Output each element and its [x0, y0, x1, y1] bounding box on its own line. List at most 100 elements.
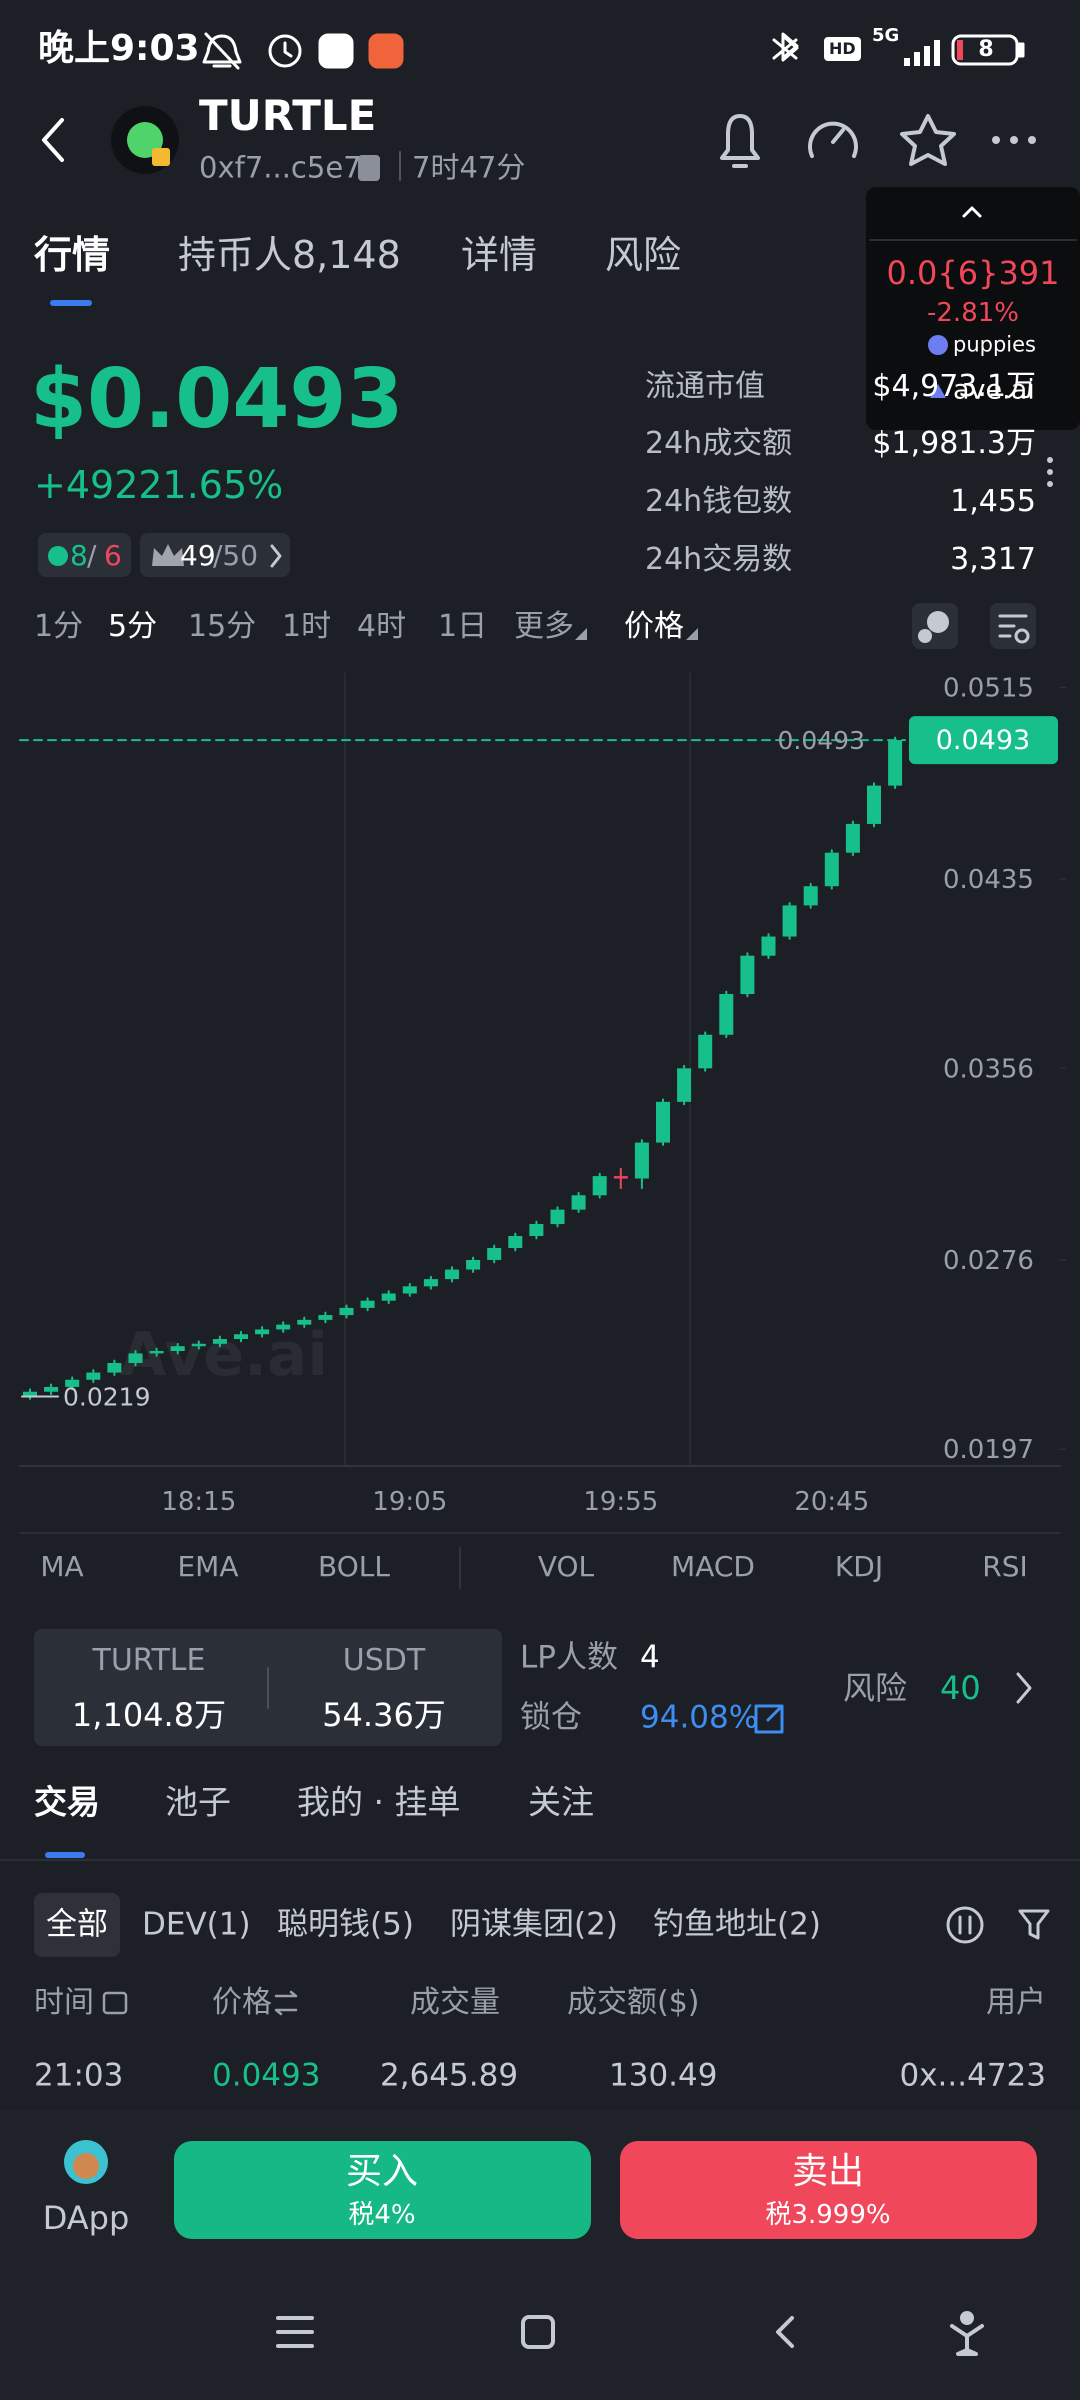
copy-icon[interactable] — [358, 155, 380, 181]
candle-body — [613, 1176, 628, 1179]
badge-bad: 6 — [104, 539, 122, 572]
trade-tab[interactable]: 关注 — [528, 1782, 594, 1822]
side-dots — [1047, 457, 1053, 487]
gauge-icon[interactable] — [808, 121, 858, 158]
swap-icon[interactable] — [274, 1990, 298, 2016]
pause-icon[interactable] — [946, 1906, 984, 1944]
watermark: Ave.ai — [120, 1320, 328, 1390]
price-tag-label: 0.0493 — [936, 725, 1030, 756]
filter-chip[interactable]: 全部 — [46, 1906, 108, 1943]
timeframe[interactable]: 4时 — [357, 609, 407, 644]
signal-bars — [904, 40, 940, 66]
popup-price: 0.0{6}391 — [886, 254, 1060, 292]
timeframe[interactable]: 1分 — [34, 609, 84, 644]
timeframe[interactable]: 1时 — [282, 609, 332, 644]
indicator-tab[interactable]: BOLL — [318, 1550, 390, 1583]
indicator-tab[interactable]: KDJ — [834, 1550, 884, 1583]
trade-tab[interactable]: 交易 — [34, 1782, 100, 1822]
candle-body — [888, 740, 903, 786]
candle-body — [191, 1343, 206, 1347]
candle-body — [571, 1195, 586, 1210]
indicator-tab[interactable]: EMA — [177, 1550, 239, 1583]
nav-back[interactable] — [776, 2316, 794, 2348]
filter-chip[interactable]: DEV(1) — [142, 1906, 251, 1943]
trade-tab[interactable]: 池子 — [165, 1782, 231, 1822]
badge-good: 8 — [70, 539, 88, 572]
badge-rank: 49 — [180, 539, 216, 572]
filter-icon[interactable] — [1018, 1909, 1050, 1940]
lock-label: 锁仓 — [520, 1699, 582, 1736]
candle-body — [508, 1236, 523, 1248]
y-tick-label: 0.0515 — [943, 673, 1034, 703]
candle-body — [740, 955, 755, 995]
y-tick-label: 0.0435 — [943, 865, 1034, 895]
link-icon[interactable] — [754, 1704, 784, 1734]
bell-icon[interactable] — [720, 114, 760, 168]
pool-token: USDT — [342, 1643, 426, 1678]
tab[interactable]: 持币人8,148 — [178, 233, 401, 277]
collapse-icon[interactable] — [962, 206, 982, 218]
candle-body — [212, 1339, 227, 1344]
candle-body — [529, 1224, 544, 1237]
buy-button[interactable] — [174, 2141, 591, 2239]
stat-value: $1,981.3万 — [872, 426, 1036, 461]
sell-label[interactable]: 卖出 — [791, 2151, 865, 2192]
plot: Ave.ai 0.0515 0.0435 0.0356 0.0276 0.0197 18:1… — [19, 673, 1067, 1517]
nav-assist[interactable] — [950, 2324, 984, 2356]
calendar-icon[interactable] — [102, 1991, 128, 2015]
token-address[interactable]: 0xf7...c5e7 — [199, 150, 362, 185]
back-icon[interactable] — [42, 118, 64, 162]
header-icons — [720, 114, 956, 168]
timeframe[interactable]: 更多 — [514, 609, 574, 644]
trade-tab[interactable]: 我的 · 挂单 — [297, 1782, 461, 1822]
timeframe[interactable]: 价格 — [624, 609, 684, 644]
token-symbol: TURTLE — [199, 91, 377, 140]
filter-chip[interactable]: 阴谋集团(2) — [450, 1906, 618, 1943]
candle-body — [107, 1362, 122, 1373]
table-header: 用户 — [986, 1985, 1046, 2020]
nav-menu[interactable] — [276, 2316, 314, 2348]
candle-body — [845, 823, 860, 853]
sell-button[interactable] — [620, 2141, 1037, 2239]
buy-tax[interactable]: 税4% — [348, 2200, 416, 2230]
table-cell: 0.0493 — [212, 2057, 321, 2094]
candle-body — [782, 905, 797, 937]
filter-chip[interactable]: 聪明钱(5) — [277, 1906, 414, 1943]
star-icon[interactable] — [900, 114, 956, 166]
tab[interactable]: 详情 — [461, 233, 538, 277]
candle-body — [634, 1142, 649, 1179]
badge-rank-total: /50 — [213, 539, 259, 572]
badge-bg — [38, 533, 131, 577]
candle-body — [466, 1259, 481, 1270]
chevron — [270, 544, 282, 568]
candle-body — [656, 1101, 670, 1143]
candle-body — [487, 1247, 502, 1260]
indicator-tab[interactable]: RSI — [982, 1550, 1028, 1583]
timeframe[interactable]: 1日 — [438, 609, 488, 644]
candle-body — [381, 1293, 396, 1301]
candle-body — [677, 1068, 692, 1102]
indicator-tab[interactable]: MA — [40, 1550, 84, 1583]
buy-label[interactable]: 买入 — [345, 2151, 419, 2192]
indicator-tab[interactable]: MACD — [671, 1550, 755, 1583]
indicator-tab[interactable]: VOL — [537, 1550, 595, 1583]
x-tick-label: 20:45 — [794, 1487, 869, 1517]
tab[interactable]: 行情 — [34, 233, 111, 277]
timeframe[interactable]: 15分 — [188, 609, 257, 644]
filter-chip[interactable]: 钓鱼地址(2) — [653, 1906, 821, 1943]
nav-home[interactable] — [521, 2315, 555, 2349]
tab[interactable]: 风险 — [605, 233, 682, 277]
popup-change: -2.81% — [927, 298, 1019, 328]
y-tick-label: 0.0276 — [943, 1246, 1034, 1276]
more-icon[interactable] — [992, 136, 1036, 144]
tab-indicator — [50, 300, 92, 306]
lock-value[interactable]: 94.08% — [640, 1699, 759, 1736]
dapp-label[interactable]: DApp — [42, 2199, 130, 2237]
sell-tax[interactable]: 税3.999% — [765, 2200, 891, 2230]
price-tag — [909, 716, 1058, 765]
timeframe[interactable]: 5分 — [108, 609, 158, 644]
chevron[interactable] — [1016, 1672, 1032, 1704]
y-tick-label: 0.0197 — [943, 1435, 1034, 1465]
token-age: 7时47分 — [412, 150, 526, 185]
